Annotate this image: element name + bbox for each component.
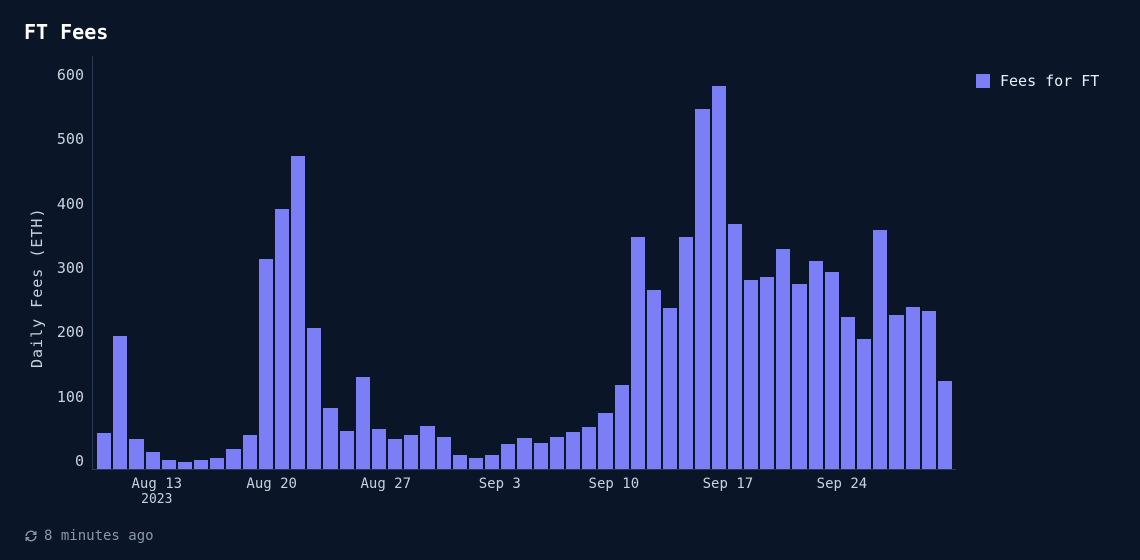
y-tick: 600 [57,66,84,84]
bars-container [93,66,956,469]
x-tick: Sep 10 [589,476,640,492]
y-tick: 300 [57,259,84,277]
bar [938,381,952,469]
y-tick: 400 [57,195,84,213]
bar [712,86,726,469]
x-tick: Sep 24 [817,476,868,492]
bar [162,460,176,469]
bar [307,328,321,469]
y-tick: 200 [57,323,84,341]
bar [243,435,257,469]
legend-label: Fees for FT [1000,72,1099,90]
y-axis-ticks: 600 500 400 300 200 100 0 [50,56,92,520]
x-tick: Aug 20 [246,476,297,492]
bar [97,433,111,469]
bar [259,259,273,469]
bar [372,429,386,469]
bar [194,460,208,469]
bar [340,431,354,469]
plot-region [92,56,956,470]
bar [889,315,903,469]
bar [485,455,499,469]
legend-item: Fees for FT [976,72,1116,90]
y-tick: 0 [75,452,84,470]
bar [873,230,887,469]
y-axis-label: Daily Fees (ETH) [24,56,50,520]
bar [566,432,580,469]
bar [679,237,693,470]
bar [744,280,758,469]
x-axis-ticks: Aug 132023 Aug 20 Aug 27 Sep 3 Sep 10 Sep 17 S… [92,470,956,520]
y-tick: 500 [57,130,84,148]
legend-swatch [976,74,990,88]
bar [501,444,515,469]
bar [388,439,402,469]
bar [323,408,337,469]
bar [550,437,564,469]
bar [469,458,483,469]
bar [857,339,871,469]
bar [404,435,418,469]
bar [906,307,920,469]
footer: 8 minutes ago [24,528,1116,544]
chart-title: FT Fees [24,20,1116,44]
chart-row: Daily Fees (ETH) 600 500 400 300 200 100 0 Aug… [24,56,1116,520]
bar [792,284,806,469]
refresh-icon [24,529,38,543]
bar [776,249,790,469]
bar [129,439,143,469]
x-tick: Sep 3 [479,476,521,492]
x-tick-year: 2023 [132,492,183,507]
bar [146,452,160,469]
bar [631,237,645,470]
bar [647,290,661,469]
bar [275,209,289,469]
bar [582,427,596,469]
bar [226,449,240,469]
bar [437,437,451,469]
bar [178,462,192,469]
x-tick: Aug 27 [360,476,411,492]
bar [598,413,612,469]
bar [760,277,774,469]
bar [615,385,629,469]
plot-wrap: Aug 132023 Aug 20 Aug 27 Sep 3 Sep 10 Sep 17 S… [92,56,956,520]
bar [663,308,677,469]
bar [695,109,709,469]
bar [291,156,305,469]
bar [453,455,467,469]
bar [210,458,224,469]
chart-area: Daily Fees (ETH) 600 500 400 300 200 100 0 Aug… [24,56,956,520]
bar [922,311,936,469]
bar [728,224,742,469]
bar [356,377,370,469]
bar [825,272,839,469]
y-tick: 100 [57,388,84,406]
x-tick: Aug 132023 [132,476,183,507]
bar [841,317,855,469]
refresh-text: 8 minutes ago [44,528,154,544]
bar [809,261,823,469]
bar [113,336,127,469]
legend: Fees for FT [956,56,1116,520]
bar [534,443,548,469]
bar [517,438,531,469]
bar [420,426,434,469]
x-tick: Sep 17 [703,476,754,492]
